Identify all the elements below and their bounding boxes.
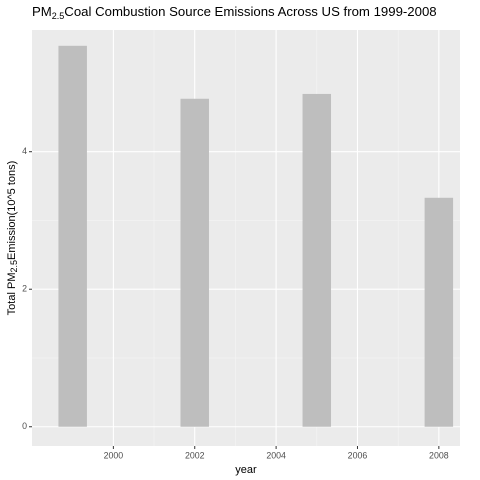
x-tick-label: 2008: [429, 450, 449, 460]
y-tick-label: 0: [22, 421, 27, 431]
y-title-subscript: 2.5: [9, 260, 19, 273]
y-tick-label: 2: [22, 284, 27, 294]
bar: [302, 93, 332, 427]
bar: [58, 45, 87, 427]
y-title-prefix: Total PM: [6, 273, 18, 316]
x-tick-label: 2006: [348, 450, 368, 460]
y-title-text: Emission(10^5 tons): [6, 161, 18, 260]
x-tick-label: 2002: [185, 450, 205, 460]
y-tick-label: 4: [22, 146, 27, 156]
title-subscript: 2.5: [52, 11, 65, 21]
x-axis-title: year: [235, 464, 257, 476]
title-text: Coal Combustion Source Emissions Across …: [64, 4, 436, 19]
bar: [424, 197, 454, 427]
y-axis-title: Total PM2.5Emission(10^5 tons): [6, 161, 19, 316]
panel-background: [32, 30, 460, 446]
bars: [58, 45, 454, 427]
chart-title: PM2.5Coal Combustion Source Emissions Ac…: [32, 4, 437, 21]
bar: [180, 98, 209, 427]
labels: 0 2 4 2000 2002 2004 2006 2008: [22, 146, 449, 460]
x-tick-label: 2000: [104, 450, 124, 460]
title-prefix: PM: [32, 4, 52, 19]
x-tick-label: 2004: [266, 450, 286, 460]
